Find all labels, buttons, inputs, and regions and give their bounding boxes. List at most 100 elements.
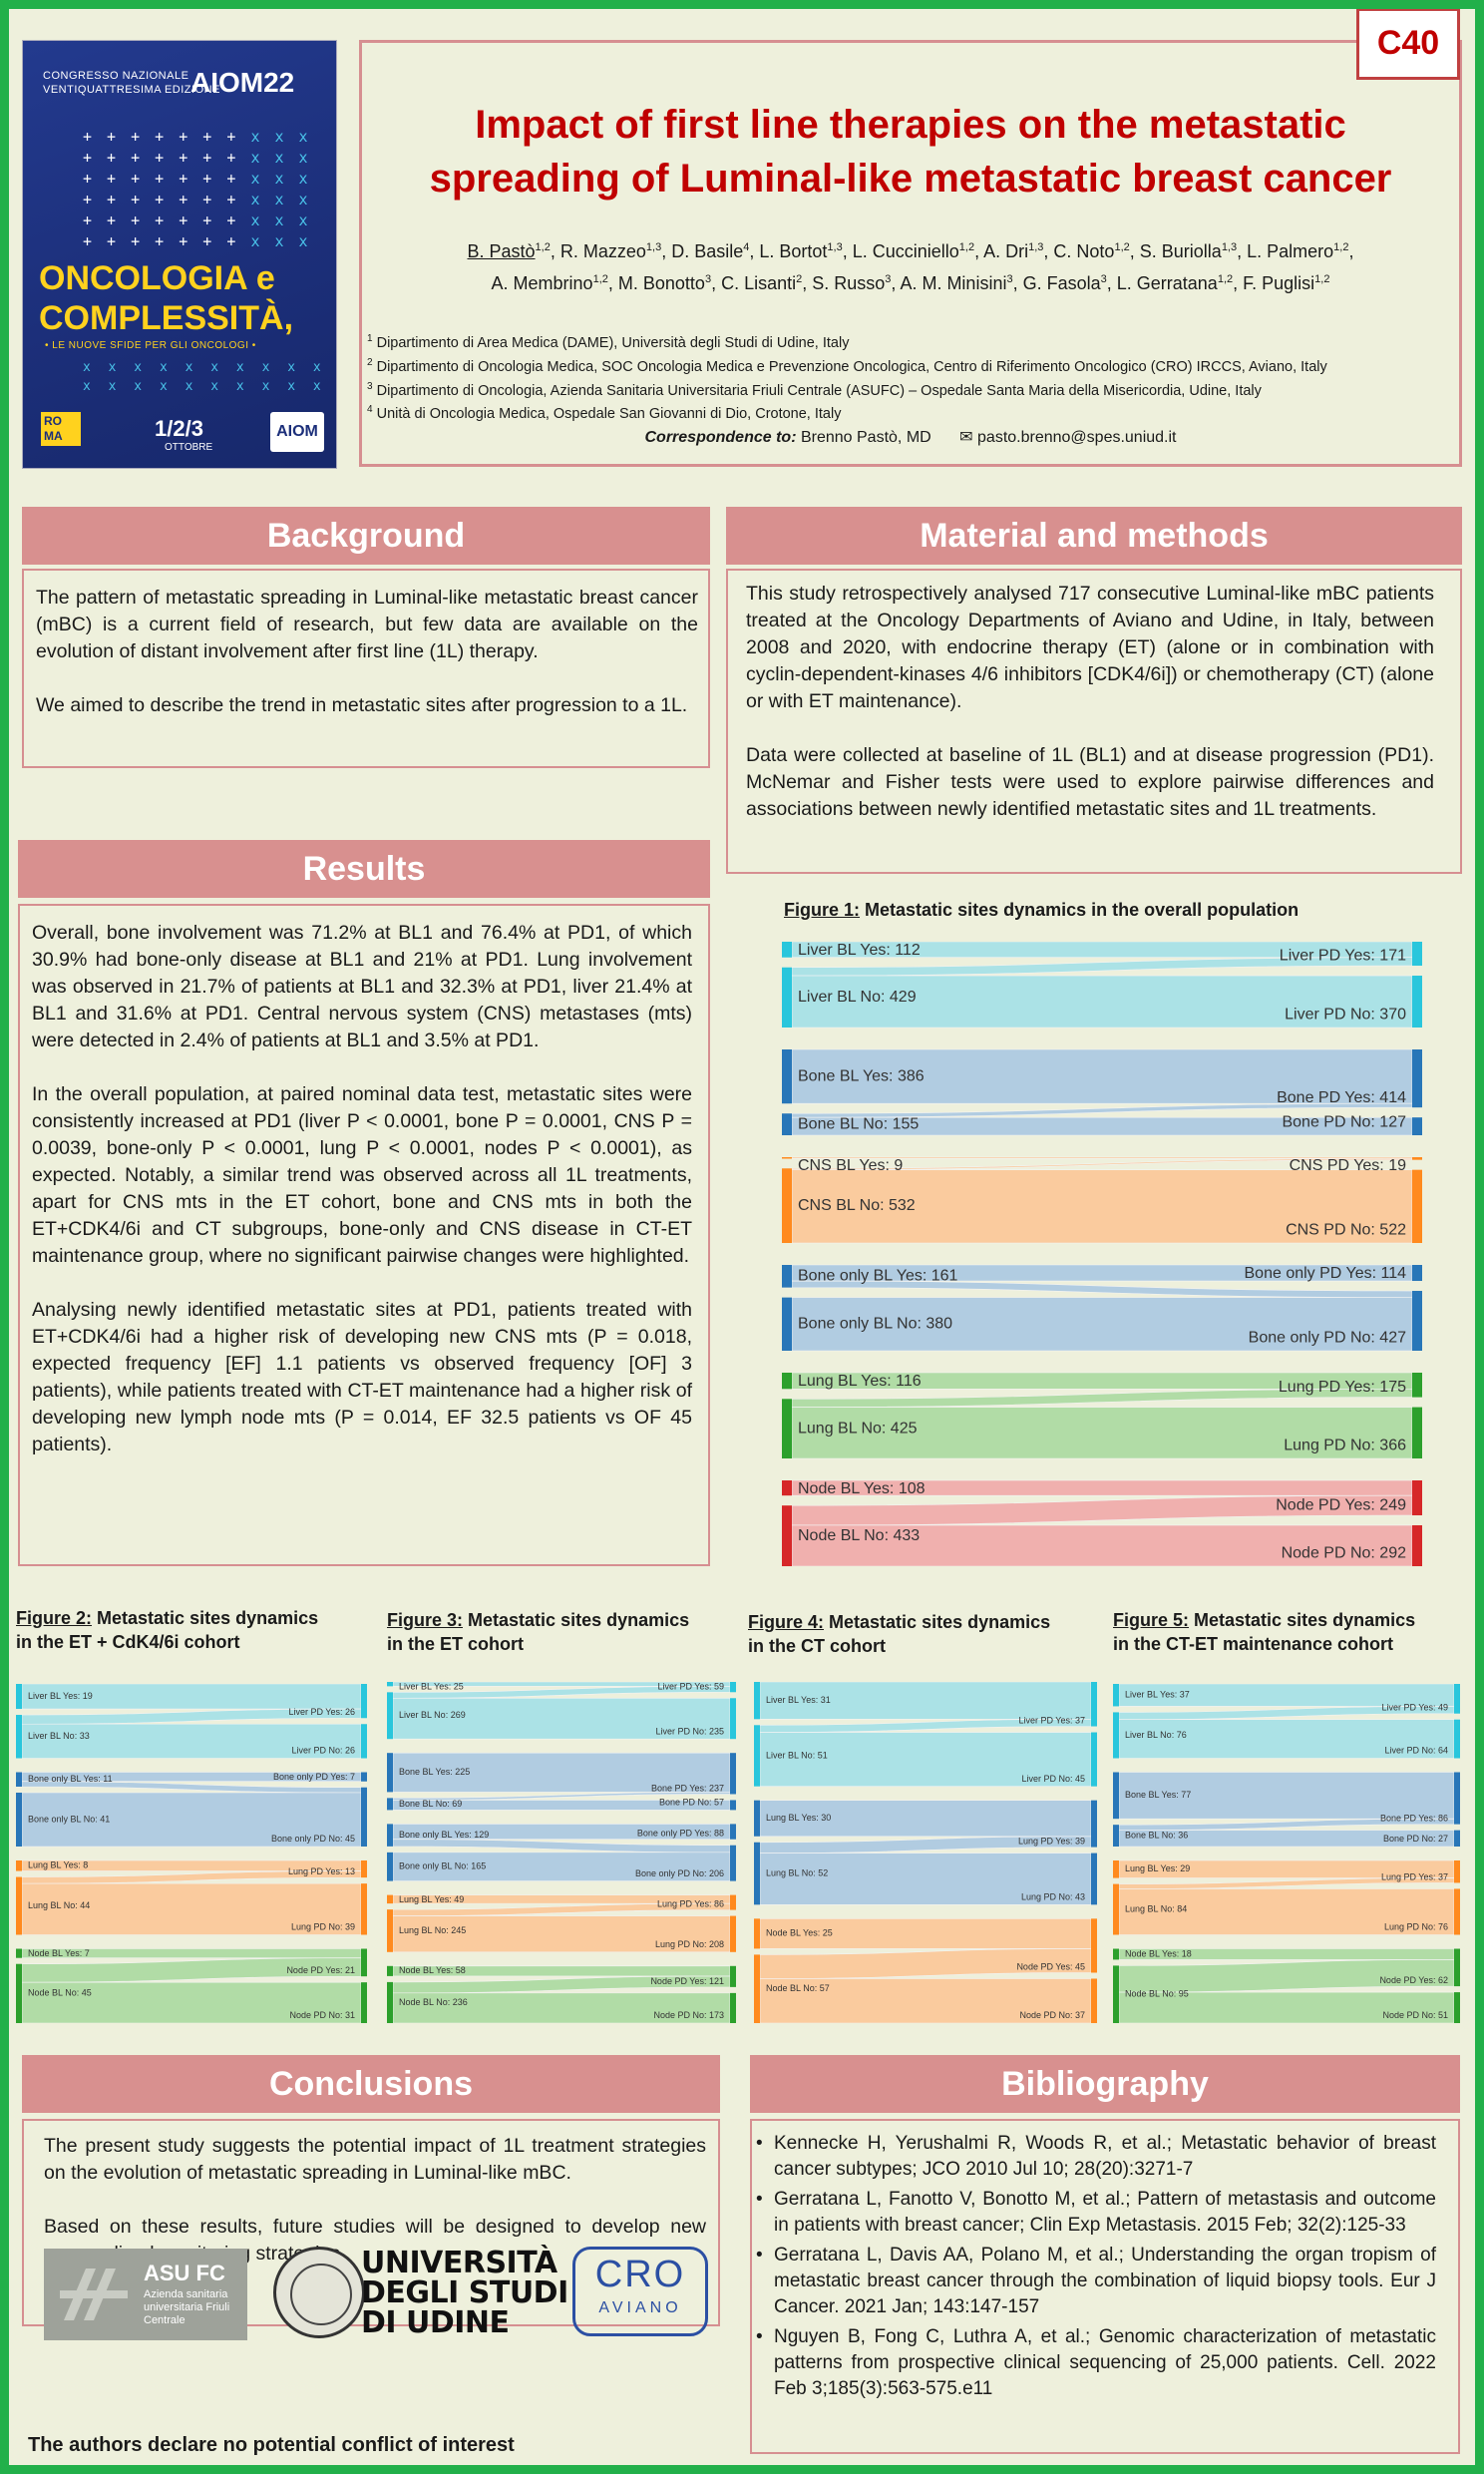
correspondence-name: Brenno Pastò, MD: [800, 429, 931, 446]
label-liver-pd-yes: Liver PD Yes: 171: [1280, 948, 1406, 965]
sankey-flow-lung-3: [392, 1915, 731, 1953]
node-liver-pd-no: [730, 1698, 736, 1740]
label-bone-only-pd-yes: Bone only PD Yes: 7: [273, 1772, 355, 1782]
label-liver-pd-no: Liver PD No: 64: [1384, 1746, 1448, 1756]
figure5-caption: Figure 5: Metastatic sites dynamics in th…: [1113, 1608, 1472, 1656]
results-p1: Overall, bone involvement was 71.2% at B…: [32, 922, 692, 1051]
node-lung-bl-yes: [387, 1894, 393, 1904]
results-heading: Results: [18, 840, 710, 898]
node-lung-pd-yes: [1454, 1860, 1460, 1883]
bibliography-heading: Bibliography: [750, 2055, 1460, 2113]
author-name: A. Dri: [983, 241, 1029, 261]
node-node-bl-no: [782, 1505, 792, 1566]
sankey-flow-bone-3: [392, 1800, 731, 1811]
node-node-bl-yes: [754, 1918, 760, 1949]
label-bone-only-bl-yes: Bone only BL Yes: 161: [798, 1268, 958, 1285]
congress-brand: AIOM22: [190, 67, 295, 98]
label-lung-pd-no: Lung PD No: 366: [1284, 1437, 1406, 1453]
node-node-bl-yes: [782, 1480, 792, 1496]
affiliation-item: 3 Dipartimento di Oncologia, Azienda San…: [367, 377, 1454, 401]
label-node-pd-no: Node PD No: 173: [653, 2010, 724, 2020]
label-node-pd-no: Node PD No: 51: [1382, 2010, 1448, 2020]
affiliation-number: 1: [367, 333, 373, 344]
node-liver-bl-no: [1113, 1712, 1119, 1759]
label-lung-pd-no: Lung PD No: 208: [655, 1939, 724, 1949]
node-liver-pd-yes: [1412, 942, 1422, 967]
node-bone-only-pd-yes: [1412, 1265, 1422, 1282]
correspondence: Correspondence to: Brenno Pastò, MD ✉ pa…: [379, 427, 1442, 447]
node-liver-bl-yes: [1113, 1684, 1119, 1707]
figure1-title: Metastatic sites dynamics in the overall…: [865, 900, 1299, 920]
label-node-bl-yes: Node BL Yes: 25: [766, 1928, 833, 1938]
aiom-logo-icon: AIOM: [270, 412, 324, 452]
bibliography-item: Kennecke H, Yerushalmi R, Woods R, et al…: [754, 2131, 1436, 2183]
figure4-subtitle: in the CT cohort: [748, 1636, 886, 1656]
node-node-bl-no: [754, 1954, 760, 2023]
title-box: [359, 40, 1462, 467]
label-liver-pd-yes: Liver PD Yes: 49: [1381, 1703, 1448, 1713]
node-cns-bl-yes: [782, 1157, 792, 1159]
author-affiliation-mark: 1,2: [1114, 241, 1130, 253]
asu-fc-mark-icon: [60, 2268, 128, 2320]
methods-p1: This study retrospectively analysed 717 …: [746, 583, 1434, 712]
label-node-bl-no: Node BL No: 433: [798, 1527, 920, 1544]
decor-plus-grid: + + + + + + + x x x + + + + + + + x x x + …: [83, 128, 311, 250]
figure3-caption: Figure 3: Metastatic sites dynamics in th…: [387, 1608, 726, 1656]
figure3-sankey: Liver BL Yes: 25 Liver BL No: 269 Liver PD…: [387, 1682, 736, 2023]
node-bone-only-bl-no: [387, 1852, 393, 1881]
conclusions-heading: Conclusions: [22, 2055, 720, 2113]
bibliography-item: Gerratana L, Fanotto V, Bonotto M, et al…: [754, 2187, 1436, 2239]
sankey-flow-bone-only-1: [392, 1839, 731, 1854]
label-bone-only-pd-no: Bone only PD No: 206: [635, 1868, 724, 1878]
results-p3: Analysing newly identified metastatic si…: [32, 1299, 692, 1455]
author-affiliation-mark: 1,2: [1333, 241, 1349, 253]
node-bone-bl-no: [1113, 1825, 1119, 1847]
node-bone-only-pd-yes: [730, 1824, 736, 1840]
author-affiliation-mark: 3: [1006, 273, 1013, 285]
label-liver-bl-yes: Liver BL Yes: 112: [798, 942, 921, 959]
label-bone-only-bl-yes: Bone only BL Yes: 11: [28, 1774, 113, 1784]
node-bone-bl-no: [387, 1798, 393, 1811]
congress-subtitle: • LE NUOVE SFIDE PER GLI ONCOLOGI •: [45, 340, 256, 351]
correspondence-email[interactable]: pasto.brenno@spes.uniud.it: [977, 429, 1177, 446]
label-liver-pd-yes: Liver PD Yes: 59: [657, 1682, 724, 1691]
figure3-title: Metastatic sites dynamics: [468, 1610, 690, 1630]
node-liver-bl-yes: [754, 1682, 760, 1720]
label-bone-pd-no: Bone PD No: 127: [1282, 1113, 1406, 1130]
label-bone-only-pd-no: Bone only PD No: 427: [1249, 1329, 1406, 1346]
node-cns-pd-no: [1412, 1169, 1422, 1243]
label-cns-pd-no: CNS PD No: 522: [1286, 1221, 1406, 1238]
poster-code: C40: [1356, 8, 1460, 80]
node-bone-only-pd-no: [730, 1845, 736, 1881]
author-affiliation-mark: 1,3: [1221, 241, 1238, 253]
node-bone-only-bl-no: [782, 1297, 792, 1351]
label-lung-bl-no: Lung BL No: 245: [399, 1925, 466, 1935]
node-liver-pd-yes: [730, 1682, 736, 1693]
label-lung-bl-yes: Lung BL Yes: 8: [28, 1860, 88, 1870]
node-lung-bl-no: [387, 1909, 393, 1952]
node-liver-bl-yes: [782, 942, 792, 958]
label-liver-bl-yes: Liver BL Yes: 31: [766, 1695, 831, 1705]
figure2-sankey: Liver BL Yes: 19 Liver BL No: 33 Liver PD …: [16, 1684, 367, 2023]
author-name: D. Basile: [671, 241, 744, 261]
author-name: L. Cucciniello: [852, 241, 959, 261]
sankey-flow-bone-only-0: [791, 1264, 1413, 1282]
author-affiliation-mark: 1,2: [535, 241, 551, 253]
label-node-bl-no: Node BL No: 95: [1125, 1989, 1189, 1999]
node-liver-pd-no: [361, 1724, 367, 1759]
node-bone-bl-yes: [782, 1049, 792, 1104]
figure1-sankey: Liver BL Yes: 112 Liver BL No: 429 Liver P…: [782, 942, 1422, 1566]
bibliography-list: Kennecke H, Yerushalmi R, Woods R, et al…: [754, 2131, 1436, 2406]
label-bone-bl-no: Bone BL No: 36: [1125, 1830, 1188, 1840]
background-p1: The pattern of metastatic spreading in L…: [36, 587, 698, 662]
author-affiliation-mark: 1,2: [1217, 273, 1234, 285]
author-affiliation-mark: 2: [796, 273, 803, 285]
node-node-pd-yes: [1091, 1918, 1097, 1973]
label-bone-only-bl-no: Bone only BL No: 41: [28, 1814, 110, 1824]
affiliation-number: 2: [367, 356, 373, 368]
node-bone-bl-no: [782, 1113, 792, 1135]
label-lung-bl-yes: Lung BL Yes: 49: [399, 1894, 464, 1904]
label-liver-bl-no: Liver BL No: 33: [28, 1731, 90, 1741]
figure2-caption: Figure 2: Metastatic sites dynamics in th…: [16, 1606, 375, 1654]
